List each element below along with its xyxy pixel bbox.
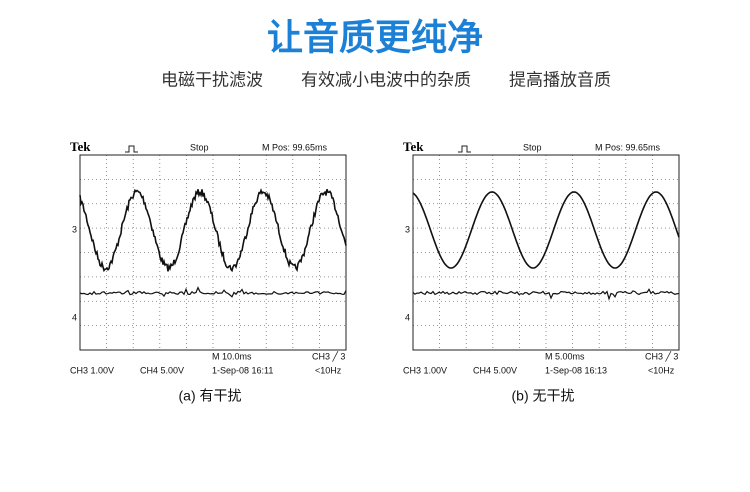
subtitle-item: 电磁干扰滤波 [161, 70, 263, 89]
status: Stop [190, 142, 209, 152]
caption: (a) 有干扰 [179, 388, 242, 404]
ch3-waveform [79, 187, 347, 273]
channel-marker: 3 [72, 224, 77, 234]
ch4-noise [79, 286, 347, 298]
date: 1-Sep-08 16:13 [545, 365, 607, 375]
ch3-scale: CH3 1.00V [70, 365, 114, 375]
frequency: <10Hz [315, 365, 342, 375]
ch4-scale: CH4 5.00V [140, 365, 184, 375]
caption: (b) 无干扰 [512, 388, 575, 404]
grid-border [412, 154, 680, 351]
frequency: <10Hz [648, 365, 675, 375]
status: Stop [523, 142, 542, 152]
oscilloscope-panel: Tek Stop M Pos: 99.65ms 3 4 M 5.00ms CH3 ╱ 3 CH… [403, 139, 680, 404]
brand: Tek [403, 139, 424, 154]
channel-marker: 3 [405, 224, 410, 234]
ch4-noise [412, 288, 680, 301]
channel-marker: 4 [405, 312, 410, 322]
oscilloscope-panel: Tek Stop M Pos: 99.65ms 3 4 M 10.0ms CH3 ╱ 3 CH… [70, 139, 347, 404]
trigger-icon [125, 145, 138, 153]
trigger: CH3 ╱ 3 [312, 350, 345, 362]
date: 1-Sep-08 16:11 [212, 365, 273, 375]
position: M Pos: 99.65ms [595, 142, 661, 152]
grid-border [79, 154, 347, 351]
subtitle-item: 有效减小电波中的杂质 [301, 70, 471, 89]
ch4-scale: CH4 5.00V [473, 365, 517, 375]
brand: Tek [70, 139, 91, 154]
channel-marker: 4 [72, 312, 77, 322]
panels: Tek Stop M Pos: 99.65ms 3 4 M 10.0ms CH3 ╱ 3 CH… [70, 139, 680, 404]
timebase: M 5.00ms [545, 351, 585, 361]
position: M Pos: 99.65ms [262, 142, 328, 152]
timebase: M 10.0ms [212, 351, 252, 361]
trigger-icon [458, 145, 471, 153]
ch3-scale: CH3 1.00V [403, 365, 447, 375]
subtitle-item: 提高播放音质 [509, 70, 611, 89]
ch3-waveform [412, 191, 680, 269]
trigger: CH3 ╱ 3 [645, 350, 678, 362]
title: 让音质更纯净 [267, 17, 483, 58]
